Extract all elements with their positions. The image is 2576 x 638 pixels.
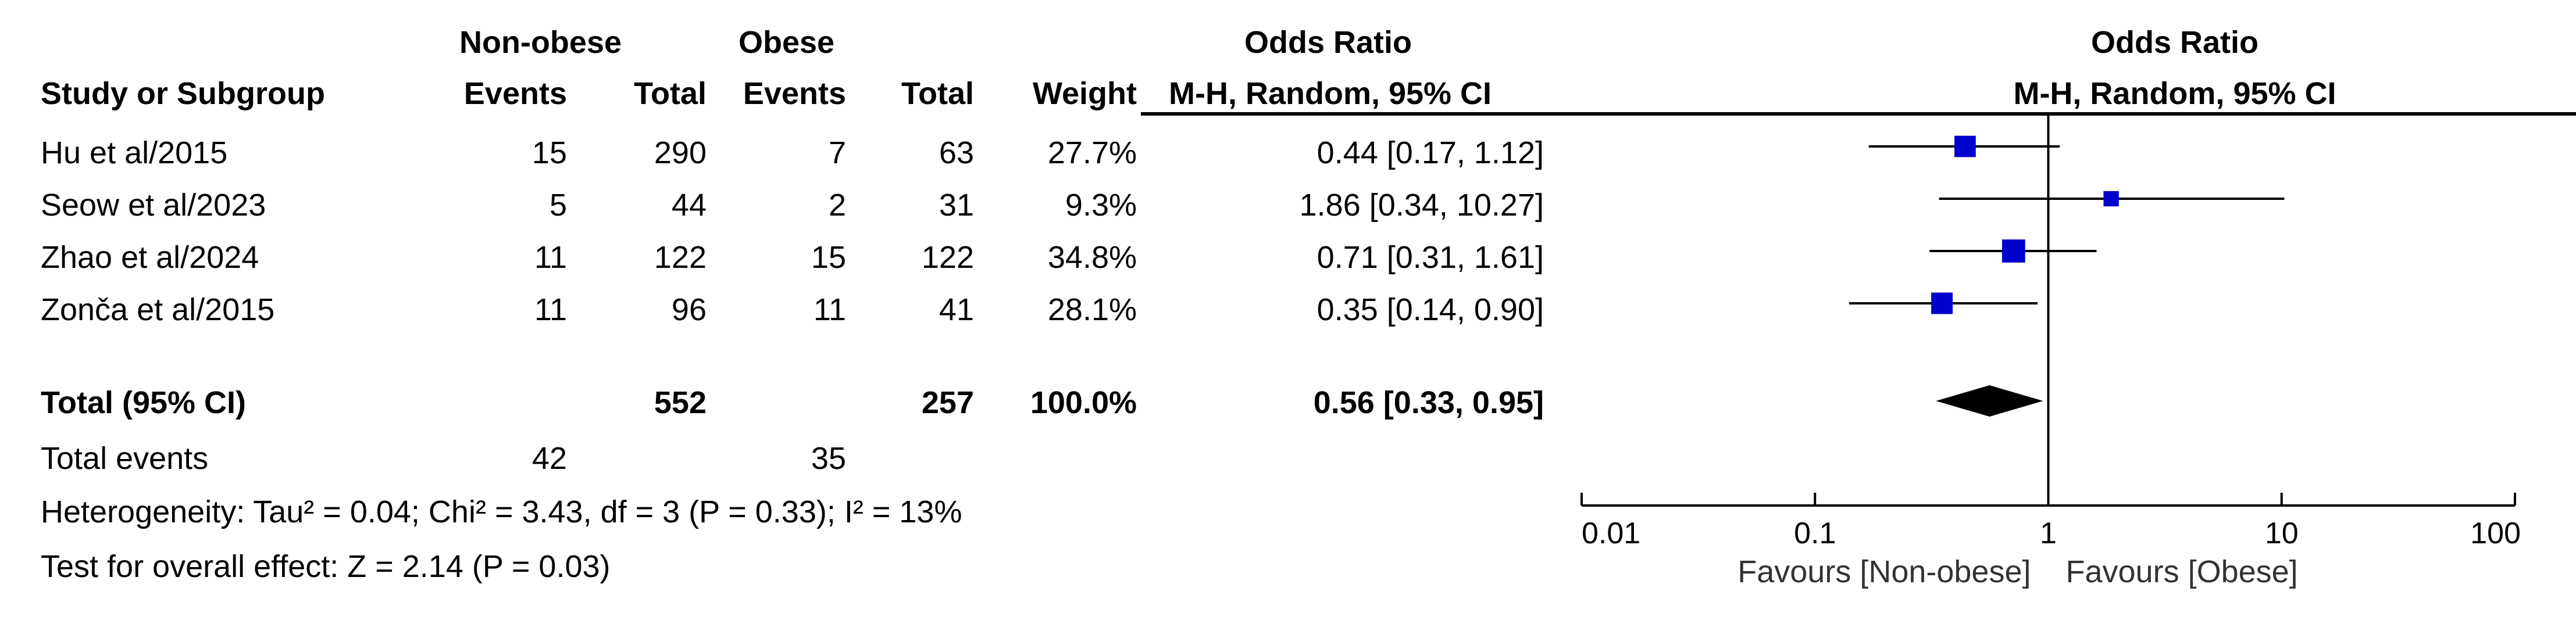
pooled-diamond [1936, 385, 2043, 417]
or-ci: 0.71 [0.31, 1.61] [1316, 240, 1544, 275]
study-marker [1931, 292, 1953, 314]
total2: 31 [939, 188, 974, 223]
total1: 96 [671, 292, 707, 327]
total2: 122 [921, 240, 974, 275]
method-header: M-H, Random, 95% CI [1169, 76, 1492, 111]
weight: 27.7% [1047, 135, 1137, 170]
total2: 63 [939, 135, 974, 170]
study-marker [2001, 239, 2025, 263]
study-marker [2103, 191, 2119, 207]
total1-header: Total [634, 76, 707, 111]
plot-title: Odds Ratio [2090, 25, 2259, 60]
or-header: Odds Ratio [1244, 25, 1412, 60]
study-name: Zonča et al/2015 [41, 292, 275, 327]
total1-sum: 552 [654, 385, 707, 420]
x-tick-label: 100 [2470, 517, 2521, 550]
weight: 9.3% [1065, 188, 1137, 223]
study-name: Zhao et al/2024 [41, 240, 259, 275]
events-label: Total events [41, 441, 209, 476]
x-tick-label: 0.01 [1582, 517, 1640, 550]
events1: 11 [534, 292, 567, 327]
group1-header: Non-obese [459, 25, 622, 60]
study-marker [1954, 135, 1976, 157]
total-weight: 100.0% [1030, 385, 1137, 420]
x-tick-label: 0.1 [1794, 517, 1836, 550]
favours-left-label: Favours [Non-obese] [1737, 554, 2031, 589]
events2: 7 [828, 135, 846, 170]
total1: 290 [654, 135, 707, 170]
events2-sum: 35 [811, 441, 846, 476]
study-column-header: Study or Subgroup [41, 76, 325, 111]
total-label: Total (95% CI) [41, 385, 247, 420]
study-name: Seow et al/2023 [41, 188, 266, 223]
overall-effect-text: Test for overall effect: Z = 2.14 (P = 0… [41, 549, 611, 584]
events2: 15 [811, 240, 846, 275]
events2-header: Events [743, 76, 846, 111]
x-tick-label: 1 [2040, 517, 2057, 550]
events1: 11 [534, 240, 567, 275]
total2-header: Total [901, 76, 974, 111]
weight-header: Weight [1033, 76, 1137, 111]
x-tick-label: 10 [2265, 517, 2299, 550]
or-ci: 0.44 [0.17, 1.12] [1316, 135, 1544, 170]
weight: 34.8% [1047, 240, 1137, 275]
events1: 5 [549, 188, 567, 223]
total1: 44 [671, 188, 707, 223]
events2: 11 [813, 292, 846, 327]
events1-header: Events [463, 76, 567, 111]
events2: 2 [828, 188, 846, 223]
plot-method: M-H, Random, 95% CI [2013, 76, 2336, 111]
total2-sum: 257 [921, 385, 974, 420]
favours-right-label: Favours [Obese] [2066, 554, 2298, 589]
or-ci: 1.86 [0.34, 10.27] [1299, 188, 1544, 223]
weight: 28.1% [1047, 292, 1137, 327]
heterogeneity-text: Heterogeneity: Tau² = 0.04; Chi² = 3.43,… [41, 494, 962, 529]
total2: 41 [939, 292, 974, 327]
events1: 15 [531, 135, 567, 170]
total1: 122 [654, 240, 707, 275]
or-ci: 0.35 [0.14, 0.90] [1316, 292, 1544, 327]
group2-header: Obese [738, 25, 835, 60]
study-name: Hu et al/2015 [41, 135, 228, 170]
pooled-or-ci: 0.56 [0.33, 0.95] [1313, 385, 1544, 420]
events1-sum: 42 [531, 441, 567, 476]
